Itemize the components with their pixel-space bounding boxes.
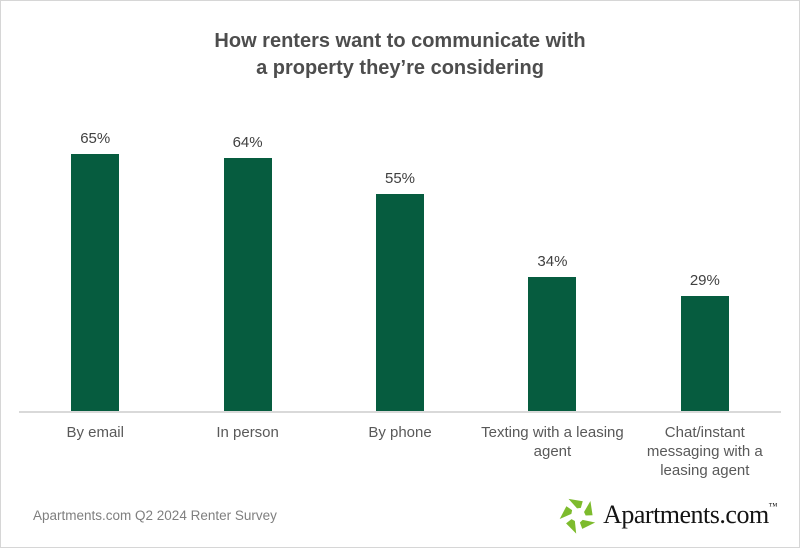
source-text: Apartments.com Q2 2024 Renter Survey xyxy=(33,507,277,523)
bar-column: 29% xyxy=(629,272,781,411)
bar-column: 65% xyxy=(19,130,171,411)
bar-column: 34% xyxy=(476,253,628,411)
chart-title: How renters want to communicate with a p… xyxy=(1,28,799,82)
bar-value-label: 34% xyxy=(537,253,568,270)
bar xyxy=(376,194,425,411)
apartments-pinwheel-icon xyxy=(559,495,597,535)
bar-chart: 65% 64% 55% 34% 29% By email In person B… xyxy=(19,130,781,480)
bar-value-label: 29% xyxy=(689,272,720,289)
bar xyxy=(71,154,120,411)
bar-value-label: 55% xyxy=(385,170,416,187)
bar-value-label: 65% xyxy=(80,130,111,147)
brand-logo: Apartments.com™ xyxy=(559,495,778,535)
category-label: By phone xyxy=(368,424,432,441)
bar-column: 55% xyxy=(324,170,476,411)
category-label: Chat/instant messaging with a leasing ag… xyxy=(646,424,763,479)
category-label: In person xyxy=(216,424,279,441)
bar xyxy=(680,296,729,411)
bar-value-label: 64% xyxy=(232,134,263,151)
category-labels: By email In person By phone Texting with… xyxy=(19,423,781,480)
bar xyxy=(528,277,577,411)
plot-area: 65% 64% 55% 34% 29% xyxy=(19,130,781,413)
footer: Apartments.com Q2 2024 Renter Survey Apa… xyxy=(1,495,799,535)
chart-title-line-1: How renters want to communicate with xyxy=(214,30,586,52)
category-label: By email xyxy=(66,424,124,441)
logo-wordmark: Apartments.com™ xyxy=(603,500,778,529)
trademark-symbol: ™ xyxy=(768,501,778,511)
chart-title-line-2: a property they’re considering xyxy=(256,57,544,79)
bar xyxy=(223,158,272,411)
bar-column: 64% xyxy=(171,134,323,411)
category-label: Texting with a leasing agent xyxy=(481,424,624,460)
